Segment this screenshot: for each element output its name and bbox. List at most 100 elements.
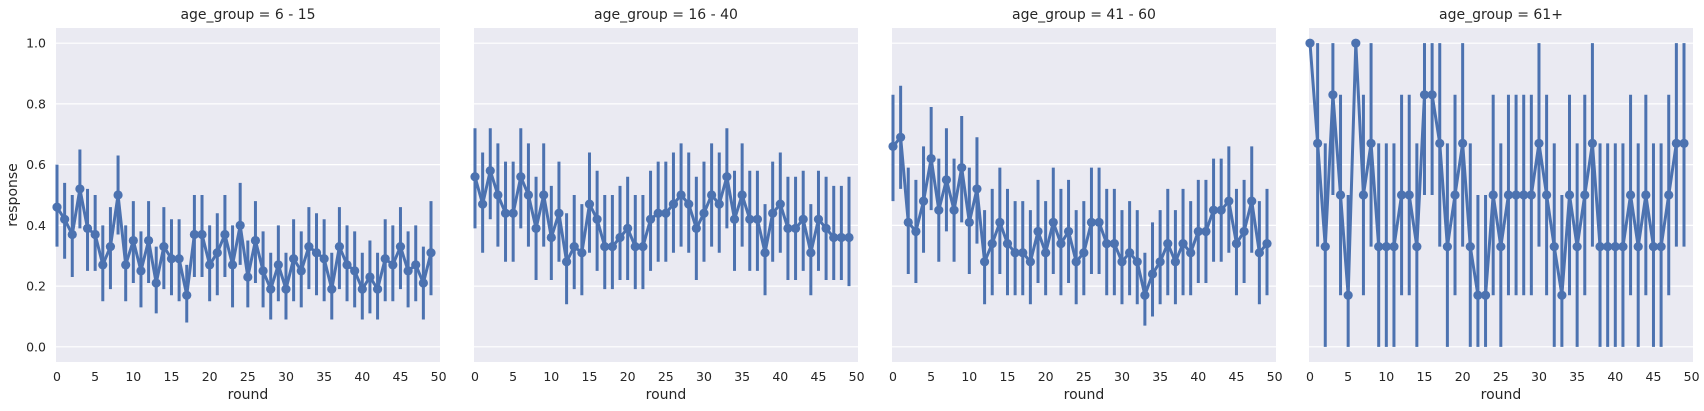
data-point — [1572, 242, 1582, 252]
data-point — [707, 190, 717, 200]
x-tick-label: 35 — [734, 369, 750, 384]
data-point — [243, 272, 253, 282]
data-point — [941, 175, 952, 185]
x-tick-label: 20 — [202, 369, 218, 384]
data-point — [745, 214, 755, 224]
x-tick-label: 5 — [509, 369, 517, 384]
data-point — [714, 199, 724, 209]
data-point — [995, 217, 1005, 227]
data-point — [1163, 238, 1173, 249]
data-point — [205, 260, 215, 270]
data-point — [1247, 196, 1257, 206]
data-point — [1305, 38, 1315, 48]
data-point — [1519, 190, 1529, 200]
x-tick-label: 10 — [125, 369, 141, 384]
data-point — [523, 190, 534, 200]
x-tick-label: 0 — [471, 369, 479, 384]
data-point — [220, 229, 230, 240]
data-point — [1526, 190, 1536, 200]
facet-panel: age_group = 41 - 60 0 5 10 15 20 25 30 35 40 45 50 r… — [888, 7, 1283, 403]
data-point — [760, 248, 770, 258]
data-point — [250, 235, 261, 246]
data-point — [1170, 257, 1181, 267]
data-point — [372, 284, 383, 294]
x-tick-label: 40 — [354, 369, 370, 384]
data-point — [60, 214, 70, 224]
data-point — [1465, 242, 1475, 252]
data-point — [661, 208, 671, 218]
y-tick-label: 0.8 — [26, 96, 46, 111]
data-point — [1117, 257, 1127, 267]
data-point — [934, 205, 944, 215]
x-tick-label: 5 — [927, 369, 935, 384]
data-point — [403, 266, 413, 276]
data-point — [1010, 248, 1020, 258]
x-tick-label: 30 — [696, 369, 712, 384]
x-tick-label: 50 — [431, 369, 447, 384]
data-point — [531, 223, 541, 233]
data-point — [113, 190, 123, 200]
data-point — [1186, 248, 1196, 258]
data-point — [775, 199, 785, 209]
x-tick-label: 5 — [91, 369, 99, 384]
data-point — [75, 184, 85, 194]
y-tick-label: 0.0 — [26, 339, 46, 354]
data-point — [1216, 205, 1226, 215]
data-point — [1102, 238, 1112, 249]
data-point — [1079, 248, 1089, 258]
data-point — [1534, 138, 1544, 148]
data-point — [235, 220, 245, 230]
data-point — [630, 242, 640, 252]
data-point — [1389, 242, 1399, 252]
x-axis-label: round — [646, 387, 687, 403]
data-point — [676, 190, 686, 200]
data-point — [1404, 190, 1414, 200]
data-point — [357, 284, 367, 294]
data-point — [1542, 190, 1552, 200]
data-point — [380, 254, 390, 264]
data-point — [189, 229, 199, 240]
data-point — [768, 208, 778, 218]
data-point — [1503, 190, 1514, 200]
data-point — [1147, 269, 1158, 279]
data-point — [1313, 138, 1323, 148]
facet-title: age_group = 6 - 15 — [180, 7, 315, 23]
data-point — [607, 242, 617, 252]
data-point — [911, 226, 921, 237]
data-point — [478, 199, 488, 209]
data-point — [903, 217, 913, 227]
data-point — [1178, 238, 1188, 249]
data-point — [1086, 217, 1097, 227]
data-point — [1618, 242, 1628, 252]
data-point — [638, 242, 648, 252]
x-tick-label: 15 — [582, 369, 598, 384]
data-point — [1132, 257, 1142, 267]
data-point — [1056, 238, 1066, 249]
data-point — [1125, 248, 1135, 258]
x-tick-label: 25 — [240, 369, 256, 384]
data-point — [311, 248, 322, 258]
data-point — [790, 223, 801, 233]
data-point — [1656, 242, 1666, 252]
data-point — [554, 208, 564, 218]
x-tick-label: 10 — [1378, 369, 1394, 384]
x-tick-label: 15 — [1417, 369, 1433, 384]
data-point — [281, 284, 291, 294]
data-point — [1549, 242, 1559, 252]
data-point — [1595, 242, 1605, 252]
data-point — [888, 141, 898, 152]
data-point — [1351, 38, 1361, 48]
data-point — [508, 208, 518, 218]
data-point — [1140, 290, 1150, 300]
data-point — [584, 199, 595, 209]
data-point — [737, 190, 747, 200]
x-tick-label: 25 — [1493, 369, 1509, 384]
data-point — [1671, 138, 1681, 148]
data-point — [1262, 238, 1272, 249]
data-point — [319, 254, 329, 264]
data-point — [1511, 190, 1521, 200]
data-point — [1496, 242, 1506, 252]
data-point — [493, 190, 503, 200]
x-axis-label: round — [1064, 387, 1105, 403]
